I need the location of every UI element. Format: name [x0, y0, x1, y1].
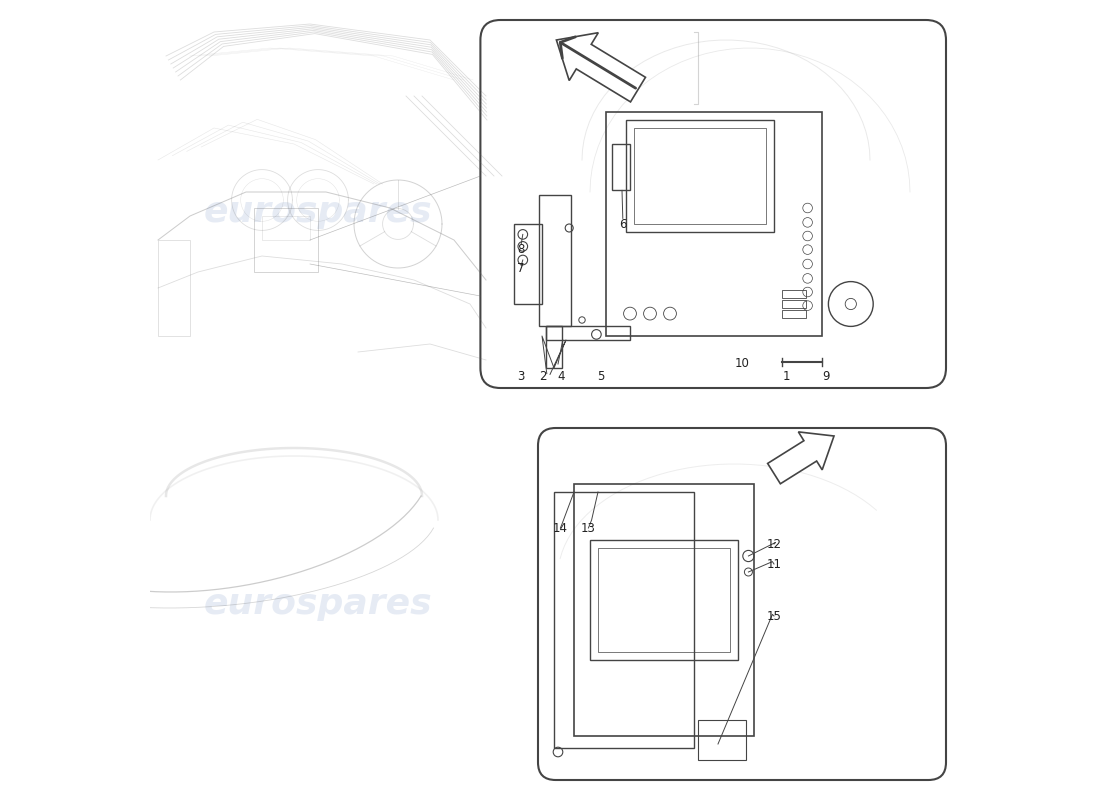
Text: 12: 12	[767, 538, 781, 550]
Text: eurospares: eurospares	[204, 587, 432, 621]
Text: 8: 8	[517, 243, 525, 256]
Text: 15: 15	[767, 610, 781, 622]
FancyBboxPatch shape	[481, 20, 946, 388]
Text: eurospares: eurospares	[612, 587, 840, 621]
Text: 14: 14	[553, 522, 568, 534]
Text: 6: 6	[619, 218, 627, 230]
Text: 9: 9	[823, 370, 829, 382]
Polygon shape	[557, 33, 646, 102]
Text: 2: 2	[539, 370, 547, 382]
Text: 5: 5	[596, 370, 604, 382]
Text: 11: 11	[767, 558, 781, 570]
Text: eurospares: eurospares	[204, 195, 432, 229]
Text: eurospares: eurospares	[612, 195, 840, 229]
Text: 13: 13	[581, 522, 596, 534]
Text: 1: 1	[782, 370, 790, 382]
Polygon shape	[768, 432, 834, 484]
Text: 7: 7	[517, 262, 525, 274]
Text: 3: 3	[517, 370, 525, 382]
Text: 10: 10	[735, 358, 749, 370]
FancyBboxPatch shape	[538, 428, 946, 780]
Text: 4: 4	[558, 370, 565, 382]
